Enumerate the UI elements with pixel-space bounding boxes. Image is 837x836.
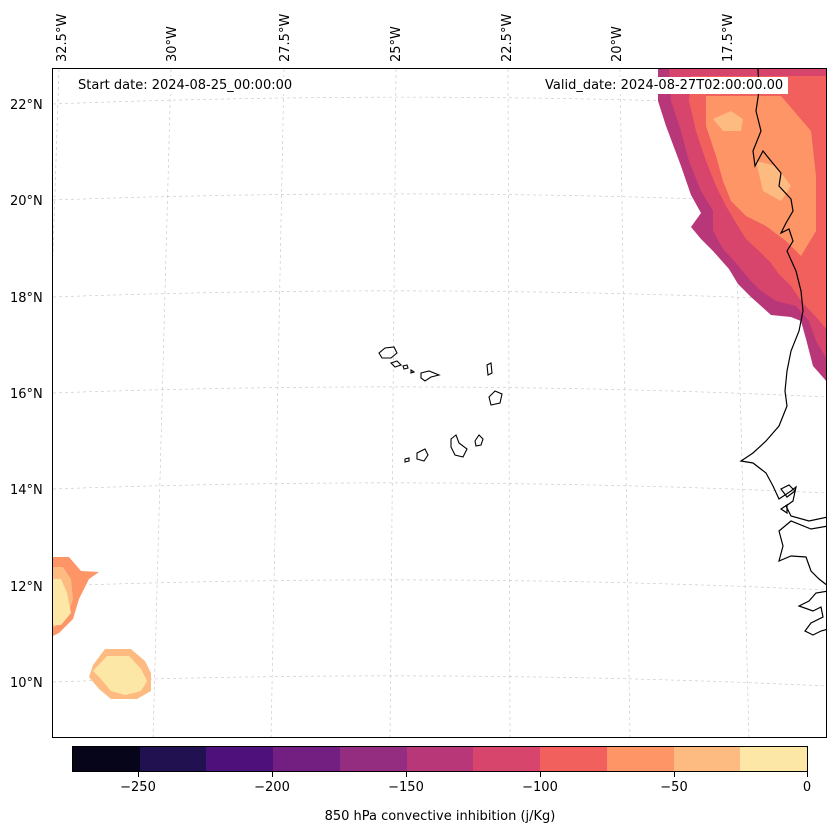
colorbar-tick-label: −200 bbox=[254, 780, 290, 795]
colorbar-tick-label: −150 bbox=[388, 780, 424, 795]
colorbar-segment bbox=[139, 747, 207, 771]
colorbar-segment bbox=[73, 747, 140, 771]
latitude-label: 22°N bbox=[10, 98, 43, 113]
latitude-label: 16°N bbox=[10, 387, 43, 402]
colorbar-segment bbox=[273, 747, 340, 771]
longitude-label: 17.5°W bbox=[721, 13, 736, 62]
latitude-label: 14°N bbox=[10, 483, 43, 498]
colorbar-segment bbox=[606, 747, 674, 771]
map-canvas bbox=[53, 69, 826, 737]
colorbar-segment bbox=[206, 747, 274, 771]
cin-field-northeast bbox=[658, 69, 826, 381]
latitude-label: 18°N bbox=[10, 291, 43, 306]
longitude-label: 32.5°W bbox=[55, 13, 70, 62]
colorbar-segment bbox=[673, 747, 741, 771]
gridlines bbox=[53, 69, 826, 737]
longitude-label: 27.5°W bbox=[278, 13, 293, 62]
colorbar-segment bbox=[540, 747, 607, 771]
latitude-label: 20°N bbox=[10, 194, 43, 209]
colorbar-tick bbox=[272, 772, 273, 777]
colorbar-tick-label: 0 bbox=[802, 780, 812, 795]
start-date-label: Start date: 2024-08-25_00:00:00 bbox=[73, 77, 298, 94]
colorbar-tick bbox=[807, 772, 808, 777]
map-panel bbox=[52, 68, 827, 738]
longitude-label: 25°W bbox=[389, 26, 404, 62]
colorbar-tick bbox=[674, 772, 675, 777]
latitude-label: 10°N bbox=[10, 676, 43, 691]
longitude-label: 20°W bbox=[610, 26, 625, 62]
colorbar-tick bbox=[406, 772, 407, 777]
colorbar-tick bbox=[540, 772, 541, 777]
longitude-label: 30°W bbox=[165, 26, 180, 62]
colorbar-label: 850 hPa convective inhibition (j/Kg) bbox=[324, 809, 556, 824]
coastline bbox=[739, 69, 826, 636]
colorbar-segment bbox=[339, 747, 407, 771]
colorbar-segment bbox=[740, 747, 808, 771]
colorbar-segment bbox=[406, 747, 474, 771]
latitude-label: 12°N bbox=[10, 580, 43, 595]
cape-verde-islands bbox=[378, 346, 503, 463]
colorbar-tick-label: −50 bbox=[660, 780, 688, 795]
colorbar-segment bbox=[473, 747, 541, 771]
colorbar-tick-label: −100 bbox=[522, 780, 558, 795]
cin-field-southwest bbox=[53, 557, 151, 699]
longitude-label: 22.5°W bbox=[500, 13, 515, 62]
valid-date-label: Valid_date: 2024-08-27T02:00:00.00 bbox=[540, 77, 789, 94]
colorbar bbox=[72, 746, 808, 772]
colorbar-tick bbox=[138, 772, 139, 777]
colorbar-tick-label: −250 bbox=[120, 780, 156, 795]
